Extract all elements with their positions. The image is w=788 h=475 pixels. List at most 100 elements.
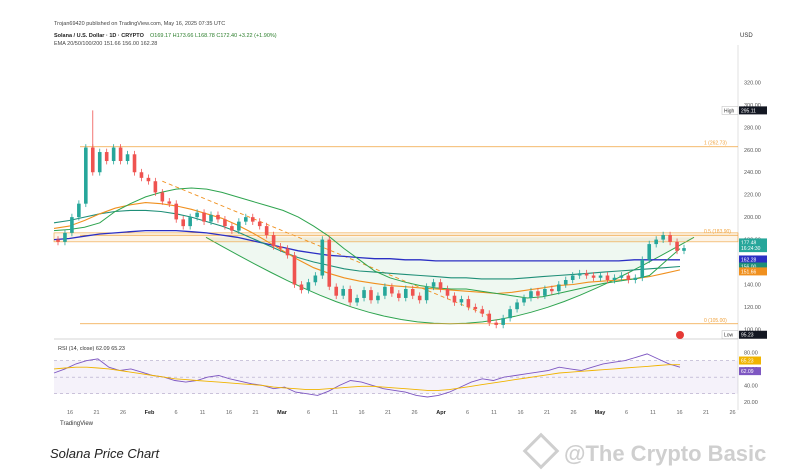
price-tick-label: 260.00 xyxy=(744,148,761,154)
x-tick-label: 26 xyxy=(729,410,735,416)
candle-body xyxy=(640,259,645,278)
candle-body xyxy=(348,288,352,303)
price-tick-label: 200.00 xyxy=(744,215,761,221)
candle-body xyxy=(104,152,109,162)
candle-body xyxy=(153,181,158,193)
candle-body xyxy=(605,275,610,280)
x-tick-label: 6 xyxy=(307,410,310,416)
candle-body xyxy=(501,318,505,325)
candle-body xyxy=(278,246,283,249)
candle-body xyxy=(139,172,144,178)
candle-body xyxy=(369,290,373,301)
candle-body xyxy=(230,226,234,231)
price-tick-label: 240.00 xyxy=(744,170,761,176)
x-tick-label: 6 xyxy=(466,410,469,416)
candle-body xyxy=(494,322,498,325)
price-tick-label: 280.00 xyxy=(744,125,761,131)
candle-body xyxy=(271,235,276,247)
candle-body xyxy=(424,286,429,301)
x-tick-label: 21 xyxy=(703,410,709,416)
candle-body xyxy=(459,299,464,303)
candle-body xyxy=(195,212,199,218)
candle-body xyxy=(626,275,631,280)
x-tick-label: 16 xyxy=(517,410,523,416)
ohlc-values: O169.17 H173.66 L168.78 C172.40 +3.22 (+… xyxy=(150,33,277,39)
rsi-ma-line xyxy=(53,364,680,391)
author-line: Trojan69420 published on TradingView.com… xyxy=(54,21,226,27)
candle-body xyxy=(383,286,387,296)
candle-body xyxy=(90,147,95,173)
candle-body xyxy=(77,203,81,218)
resistance-zone xyxy=(53,232,739,243)
price-axis-tag xyxy=(739,267,767,276)
candle-body xyxy=(56,239,60,242)
candle-body xyxy=(452,295,457,303)
candle-body xyxy=(181,219,185,227)
price-chart[interactable]: 100.00120.00140.00160.00180.00200.00220.… xyxy=(0,0,788,420)
candle-body xyxy=(550,288,554,292)
candle-body xyxy=(431,282,436,287)
candle-body xyxy=(466,299,471,307)
price-axis-tag xyxy=(739,106,767,115)
candle-body xyxy=(355,297,359,303)
price-tag-marker xyxy=(721,330,739,339)
rsi-axis-tag-text: 62.09 xyxy=(741,369,754,375)
ema-20-line xyxy=(53,187,681,299)
x-tick-label: 21 xyxy=(252,410,258,416)
candle-body xyxy=(125,154,130,162)
tradingview-text: TradingView xyxy=(60,421,94,427)
candle-body xyxy=(146,177,151,182)
price-tick-label: 320.00 xyxy=(744,80,761,86)
candle-body xyxy=(216,214,220,220)
price-tag-marker-text: High xyxy=(724,108,735,114)
candle-body xyxy=(63,232,67,242)
candle-body xyxy=(257,221,262,227)
us-flag-icon xyxy=(676,331,684,339)
x-tick-label: 26 xyxy=(570,410,576,416)
candle-body xyxy=(292,255,297,285)
price-axis-tag-text: 162.28 xyxy=(741,257,757,263)
ema-legend: EMA 20/50/100/200 151.66 156.00 162.28 xyxy=(54,41,158,47)
candle-body xyxy=(570,275,575,280)
candle-body xyxy=(209,214,213,222)
rsi-tick-label: 20.00 xyxy=(744,400,758,406)
candle-body xyxy=(132,154,137,173)
x-tick-label: 26 xyxy=(120,410,126,416)
crypto-basic-logo-icon xyxy=(522,432,560,470)
candle-body xyxy=(619,275,624,278)
price-axis-tag xyxy=(739,244,767,253)
candle-body xyxy=(167,201,172,204)
candle-body xyxy=(668,235,672,242)
x-tick-label: Mar xyxy=(277,410,288,416)
rsi-axis-tag xyxy=(739,356,761,365)
chart-caption: Solana Price Chart xyxy=(50,446,160,461)
candle-body xyxy=(306,282,311,291)
candle-body xyxy=(487,313,492,323)
price-tick-label: 120.00 xyxy=(744,305,761,311)
price-axis-tag-text: 95.23 xyxy=(741,333,754,339)
candle-body xyxy=(264,226,269,236)
candle-body xyxy=(522,297,526,303)
candle-body xyxy=(438,282,443,289)
candle-body xyxy=(118,147,123,162)
candle-body xyxy=(480,309,485,314)
price-tick-label: 300.00 xyxy=(744,103,761,109)
candle-body xyxy=(202,212,206,222)
x-tick-label: 26 xyxy=(411,410,417,416)
candle-body xyxy=(445,288,450,296)
price-tag-marker-text: Low xyxy=(724,333,734,339)
candle-body xyxy=(376,295,380,301)
candle-body xyxy=(327,239,332,287)
x-tick-label: Feb xyxy=(145,410,155,416)
candle-body xyxy=(313,275,318,283)
ema-200-line xyxy=(53,229,680,262)
candle-body xyxy=(397,293,401,298)
candle-body xyxy=(390,286,394,294)
price-tag-marker xyxy=(721,106,739,115)
x-tick-label: 16 xyxy=(67,410,73,416)
candle-body xyxy=(403,288,408,298)
candle-body xyxy=(70,217,74,233)
candle-body xyxy=(237,221,241,231)
candle-body xyxy=(633,277,638,280)
